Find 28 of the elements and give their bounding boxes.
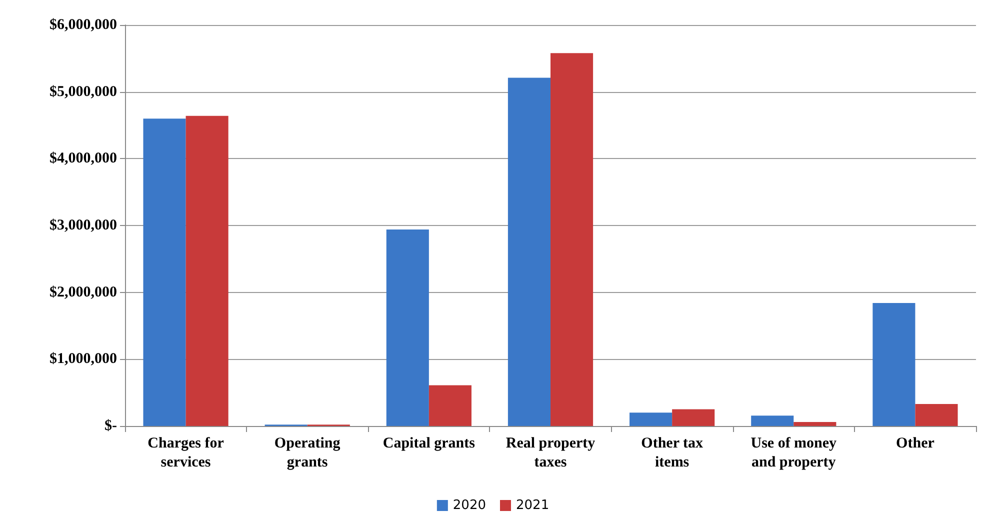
x-tick-label: Other [896, 436, 935, 452]
bar [872, 303, 916, 426]
bar [630, 412, 672, 426]
bar [550, 53, 594, 426]
y-tick-label: $6,000,000 [50, 17, 117, 33]
bar [751, 416, 794, 426]
y-tick-label: $3,000,000 [50, 218, 117, 234]
bar [794, 422, 836, 426]
legend-label: 2021 [516, 498, 550, 513]
bar [672, 409, 715, 426]
y-tick-label: $4,000,000 [50, 150, 117, 167]
y-tick-label: $- [104, 418, 117, 434]
bar [915, 404, 958, 426]
y-tick-label: $2,000,000 [50, 284, 117, 300]
bar [508, 78, 550, 426]
x-tick-label: Real property taxes [506, 436, 596, 470]
x-tick-label: Use of money and property [750, 436, 838, 470]
legend-label: 2020 [452, 498, 486, 513]
x-tick-label: Other tax items [641, 436, 704, 470]
x-tick-label: Operating grants [274, 436, 341, 470]
bar [143, 118, 186, 426]
y-tick-label: $5,000,000 [50, 84, 117, 100]
x-tick-label: Capital grants [382, 436, 476, 452]
bar [186, 116, 228, 426]
y-tick-label: $1,000,000 [50, 351, 117, 368]
bar [428, 385, 472, 426]
x-tick-label: Charges for services [148, 436, 224, 470]
bar [386, 230, 429, 426]
